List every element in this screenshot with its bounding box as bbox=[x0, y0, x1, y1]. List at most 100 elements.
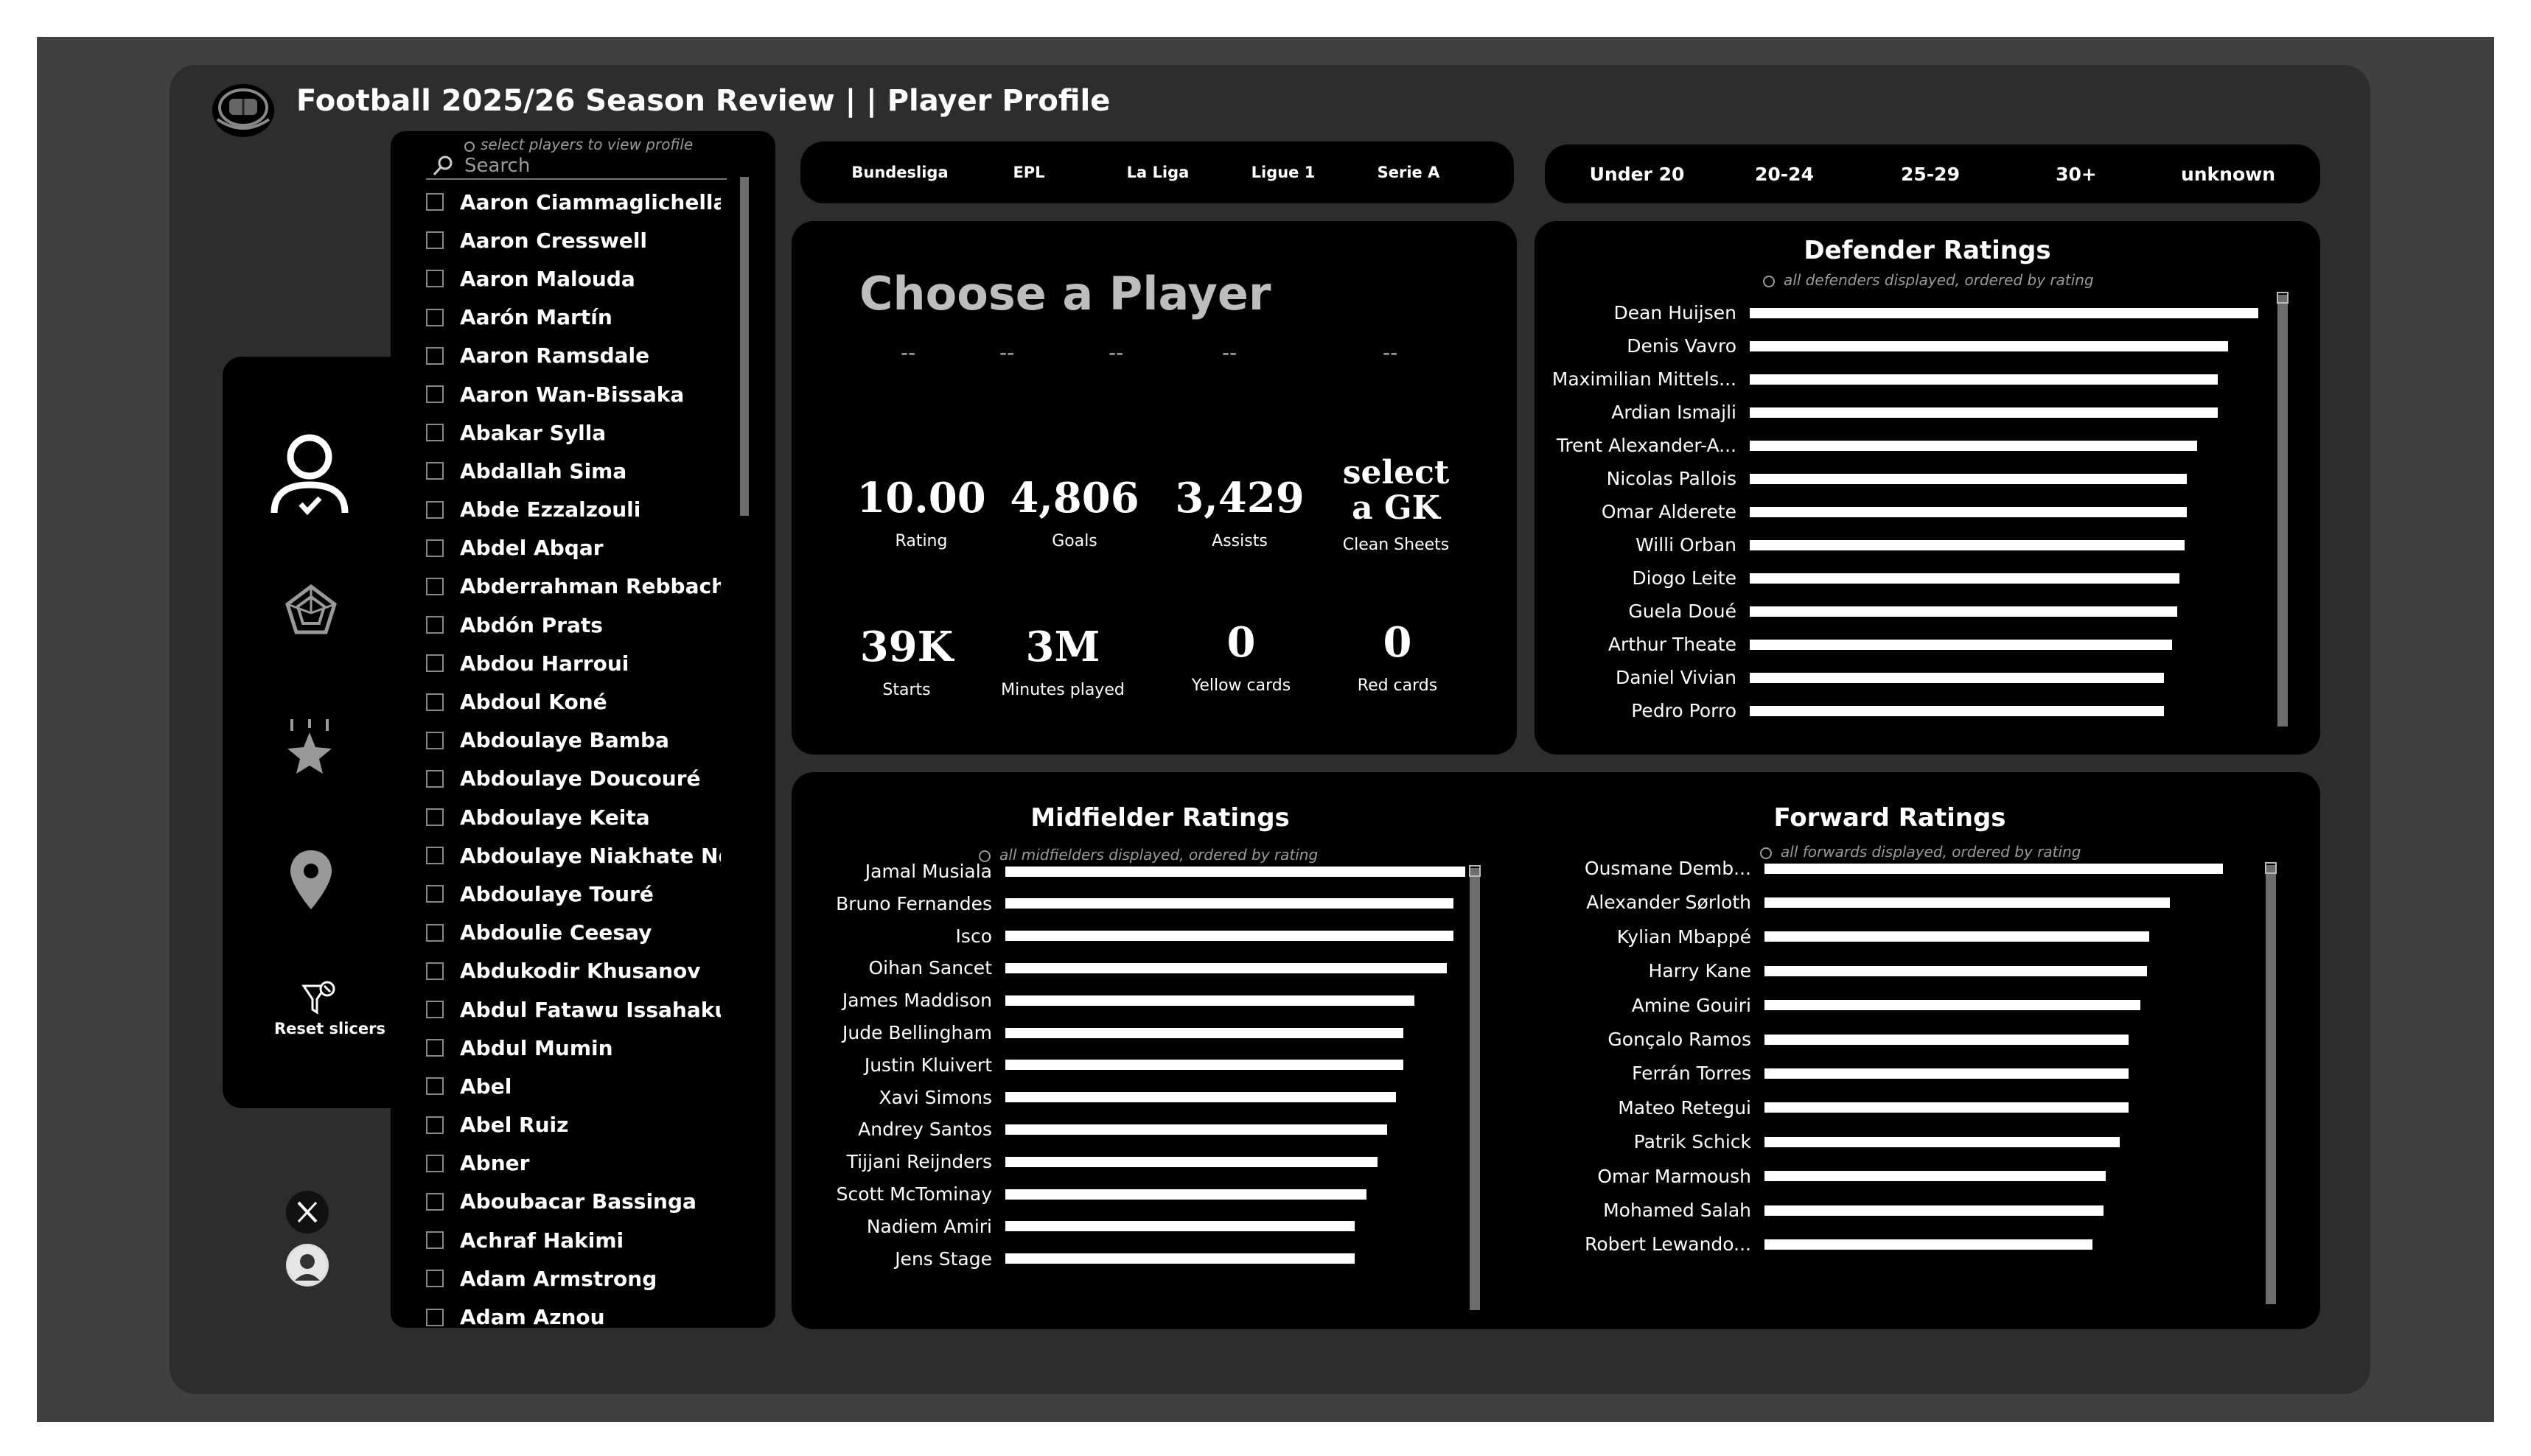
player-checkbox[interactable] bbox=[426, 1154, 444, 1172]
rating-bar[interactable] bbox=[1750, 573, 2179, 584]
rating-bar[interactable] bbox=[1764, 1136, 2120, 1147]
bar-row[interactable]: Harry Kane bbox=[1558, 960, 2147, 981]
rating-bar[interactable] bbox=[1005, 995, 1414, 1006]
bar-row[interactable]: Jens Stage bbox=[792, 1248, 1355, 1270]
x-social-button[interactable] bbox=[286, 1191, 329, 1233]
rating-bar[interactable] bbox=[1764, 1102, 2129, 1113]
bar-row[interactable]: Gonçalo Ramos bbox=[1558, 1029, 2129, 1050]
player-checkbox[interactable] bbox=[426, 808, 444, 827]
age-button-20-24[interactable]: 20-24 bbox=[1755, 163, 1814, 185]
bar-row[interactable]: Dean Huijsen bbox=[1535, 302, 2258, 323]
rating-bar[interactable] bbox=[1005, 1253, 1355, 1264]
player-list-item[interactable]: Adam Armstrong bbox=[426, 1259, 721, 1298]
rating-bar[interactable] bbox=[1005, 1092, 1396, 1103]
player-list-scrollbar[interactable] bbox=[740, 177, 749, 516]
bar-row[interactable]: Arthur Theate bbox=[1535, 634, 2172, 655]
bar-row[interactable]: Scott McTominay bbox=[792, 1183, 1366, 1205]
rating-bar[interactable] bbox=[1005, 1221, 1355, 1232]
rating-bar[interactable] bbox=[1005, 962, 1447, 973]
rating-bar[interactable] bbox=[1750, 705, 2164, 716]
player-list-item[interactable]: Abel bbox=[426, 1067, 721, 1105]
bar-row[interactable]: Nicolas Pallois bbox=[1535, 468, 2187, 489]
bar-row[interactable]: Justin Kluivert bbox=[792, 1054, 1403, 1076]
avatar[interactable] bbox=[286, 1244, 329, 1287]
league-button-la-liga[interactable]: La Liga bbox=[1126, 164, 1190, 181]
rating-bar[interactable] bbox=[1764, 1068, 2129, 1079]
player-list-item[interactable]: Abdallah Sima bbox=[426, 452, 721, 490]
bar-row[interactable]: Trent Alexander-A... bbox=[1535, 435, 2197, 456]
player-checkbox[interactable] bbox=[426, 616, 444, 634]
bar-row[interactable]: Jude Bellingham bbox=[792, 1022, 1403, 1043]
rating-bar[interactable] bbox=[1764, 965, 2147, 976]
player-list-item[interactable]: Achraf Hakimi bbox=[426, 1221, 721, 1259]
player-list-item[interactable]: Abakar Sylla bbox=[426, 413, 721, 452]
bar-row[interactable]: Pedro Porro bbox=[1535, 700, 2164, 721]
player-list-item[interactable]: Abdoulaye Doucouré bbox=[426, 760, 721, 798]
rating-bar[interactable] bbox=[1750, 672, 2164, 683]
player-checkbox[interactable] bbox=[426, 1077, 444, 1096]
chart-scrollbar[interactable] bbox=[2266, 865, 2276, 1304]
rating-bar[interactable] bbox=[1764, 1034, 2129, 1045]
player-checkbox[interactable] bbox=[426, 654, 444, 673]
rating-bar[interactable] bbox=[1764, 897, 2170, 908]
player-checkbox[interactable] bbox=[426, 693, 444, 711]
player-list-item[interactable]: Aarón Martín bbox=[426, 298, 721, 337]
rating-bar[interactable] bbox=[1005, 931, 1453, 942]
rating-bar[interactable] bbox=[1750, 539, 2185, 550]
player-list-item[interactable]: Abdoulaye Keita bbox=[426, 798, 721, 836]
chart-scrollbar[interactable] bbox=[1470, 868, 1480, 1310]
rating-bar[interactable] bbox=[1764, 931, 2149, 942]
player-list-item[interactable]: Aaron Ramsdale bbox=[426, 337, 721, 375]
bar-row[interactable]: Amine Gouiri bbox=[1558, 995, 2140, 1016]
bar-row[interactable]: Tijjani Reijnders bbox=[792, 1151, 1378, 1172]
player-checkbox[interactable] bbox=[426, 1192, 444, 1211]
rating-bar[interactable] bbox=[1764, 1239, 2092, 1250]
rating-bar[interactable] bbox=[1005, 1060, 1403, 1071]
player-checkbox[interactable] bbox=[426, 193, 444, 211]
bar-row[interactable]: James Maddison bbox=[792, 990, 1414, 1011]
radar-chart-nav-icon[interactable] bbox=[284, 584, 338, 637]
age-button-unknown[interactable]: unknown bbox=[2180, 163, 2276, 185]
player-list-item[interactable]: Aaron Malouda bbox=[426, 259, 721, 298]
player-checkbox[interactable] bbox=[426, 270, 444, 288]
rating-bar[interactable] bbox=[1750, 473, 2187, 484]
player-checkbox[interactable] bbox=[426, 231, 444, 250]
award-star-nav-icon[interactable] bbox=[286, 718, 333, 774]
chart-scrollbar[interactable] bbox=[2277, 295, 2288, 727]
bar-row[interactable]: Bruno Fernandes bbox=[792, 893, 1453, 914]
bar-row[interactable]: Denis Vavro bbox=[1535, 335, 2228, 357]
player-checkbox[interactable] bbox=[426, 462, 444, 480]
age-button-30-plus[interactable]: 30+ bbox=[2056, 163, 2097, 185]
bar-row[interactable]: Omar Alderete bbox=[1535, 501, 2187, 522]
player-list-item[interactable]: Abdel Abqar bbox=[426, 529, 721, 567]
player-checkbox[interactable] bbox=[426, 885, 444, 903]
bar-row[interactable]: Ousmane Demb... bbox=[1558, 858, 2223, 879]
player-checkbox[interactable] bbox=[426, 1231, 444, 1250]
player-list-item[interactable]: Abdoulaye Touré bbox=[426, 875, 721, 913]
rating-bar[interactable] bbox=[1005, 1156, 1378, 1167]
player-checkbox[interactable] bbox=[426, 847, 444, 865]
rating-bar[interactable] bbox=[1005, 1189, 1366, 1200]
bar-row[interactable]: Diogo Leite bbox=[1535, 567, 2179, 589]
bar-row[interactable]: Isco bbox=[792, 925, 1453, 947]
player-list-item[interactable]: Abdoulaye Niakhate Ndiaye bbox=[426, 836, 721, 875]
player-list-item[interactable]: Abdukodir Khusanov bbox=[426, 952, 721, 990]
player-list-item[interactable]: Aaron Ciammaglichella bbox=[426, 183, 721, 221]
bar-row[interactable]: Patrik Schick bbox=[1558, 1131, 2120, 1152]
player-checkbox[interactable] bbox=[426, 1039, 444, 1057]
player-list-item[interactable]: Abdón Prats bbox=[426, 606, 721, 644]
player-checkbox[interactable] bbox=[426, 1308, 444, 1326]
scroll-handle[interactable] bbox=[2265, 862, 2277, 874]
location-pin-nav-icon[interactable] bbox=[289, 849, 333, 911]
player-list-item[interactable]: Aboubacar Bassinga bbox=[426, 1183, 721, 1221]
player-checkbox[interactable] bbox=[426, 1270, 444, 1288]
rating-bar[interactable] bbox=[1750, 506, 2187, 517]
league-button-ligue-1[interactable]: Ligue 1 bbox=[1251, 164, 1316, 181]
bar-row[interactable]: Nadiem Amiri bbox=[792, 1216, 1355, 1237]
player-list-item[interactable]: Abel Ruiz bbox=[426, 1106, 721, 1144]
player-list-item[interactable]: Abde Ezzalzouli bbox=[426, 491, 721, 529]
age-button-under-20[interactable]: Under 20 bbox=[1589, 163, 1685, 185]
bar-row[interactable]: Jamal Musiala bbox=[792, 861, 1465, 882]
bar-row[interactable]: Mateo Retegui bbox=[1558, 1097, 2129, 1119]
bar-row[interactable]: Alexander Sørloth bbox=[1558, 892, 2170, 913]
